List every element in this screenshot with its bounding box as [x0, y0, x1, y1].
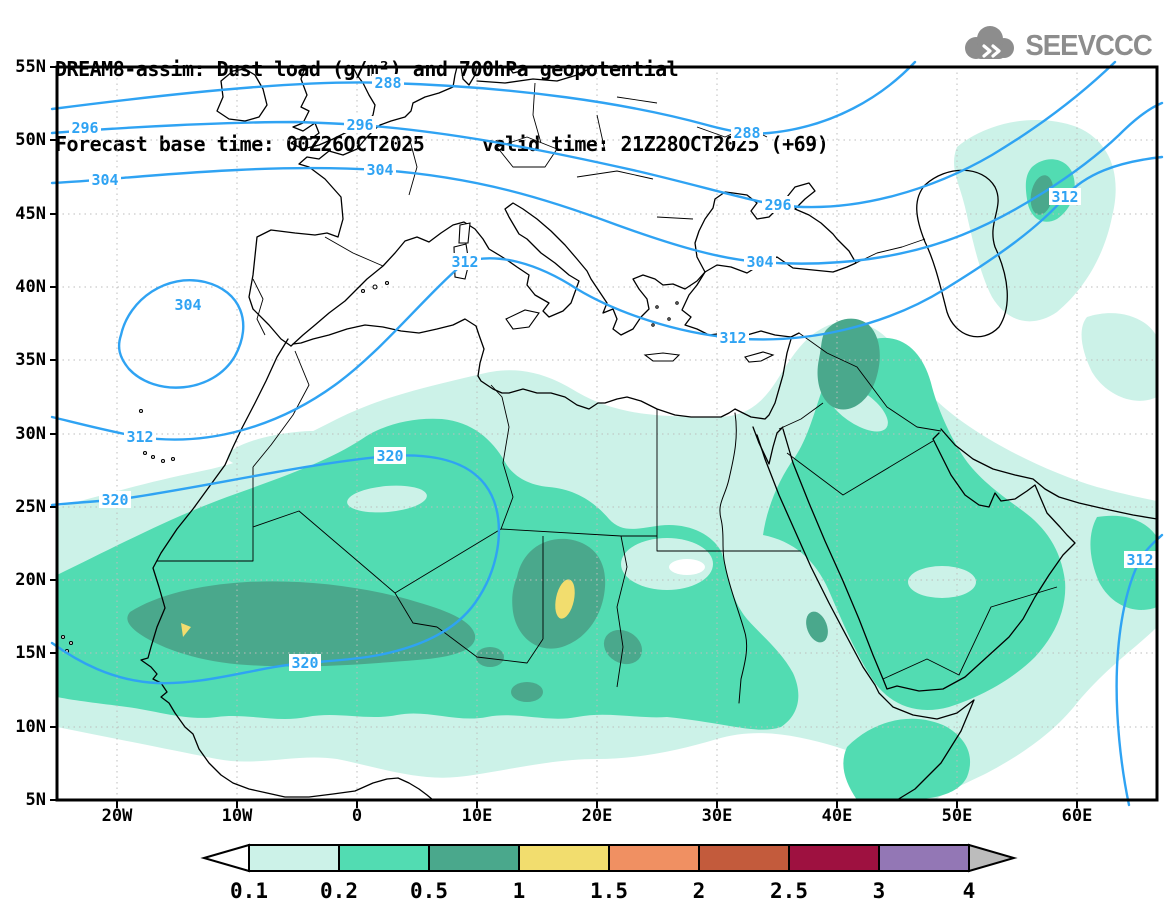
dust-region-0p5-niger [511, 682, 543, 702]
colorbar-segment-5 [608, 844, 700, 872]
lat-label-50n: 50N [15, 130, 46, 150]
geopotential-contours [50, 60, 1164, 807]
contour-304 [50, 101, 1164, 265]
dust-region-0p1-turkmen [1081, 313, 1157, 401]
cloud-logo-icon [960, 24, 1018, 68]
contour-296 [50, 60, 1117, 209]
colorbar-tick: 0.5 [410, 879, 448, 903]
contour-label: 312 [1126, 551, 1153, 569]
lon-label-50e: 50E [941, 806, 973, 826]
colorbar-tick: 1 [513, 879, 526, 903]
lat-label-55n: 55N [15, 57, 46, 77]
dust-region-0p2-arabia [763, 337, 1066, 710]
colorbar-tick: 0.2 [320, 879, 358, 903]
lat-label-20n: 20N [15, 570, 46, 590]
colorbar-segment-7 [788, 844, 880, 872]
colorbar-overflow-arrow [968, 843, 1018, 873]
contour-label: 320 [376, 447, 403, 465]
dust-light-patch-1 [227, 430, 351, 468]
colorbar-tick: 3 [873, 879, 886, 903]
title-line-2: Forecast base time: 00Z26OCT2025 valid t… [55, 132, 829, 156]
dust-region-0p5-syria [817, 318, 880, 410]
page-title: DREAM8-assim: Dust load (g/m²) and 700hP… [55, 7, 829, 207]
dust-light-patch-2 [347, 485, 427, 513]
lon-label-10w: 10W [221, 806, 253, 826]
lat-label-25n: 25N [15, 497, 46, 517]
contour-304-closed-low [117, 279, 245, 389]
coastlines [60, 66, 1158, 801]
colorbar-segment-3 [428, 844, 520, 872]
contour-label: 312 [451, 253, 478, 271]
contour-label: 304 [366, 161, 393, 179]
dust-clear-patch [669, 559, 705, 575]
dust-region-0p5-redsea [806, 611, 828, 643]
country-borders [157, 82, 1058, 688]
seevccc-logo: SEEVCCC [960, 24, 1155, 68]
colorbar-tick: 1.5 [590, 879, 628, 903]
colorbar-tick: 0.1 [230, 879, 268, 903]
map-canvas: 296 304 288 296 304 304 312 320 312 320 … [50, 60, 1164, 808]
contour-label: 304 [746, 253, 773, 271]
contour-312 [50, 155, 1164, 441]
dust-region-0p5-sahel-band [127, 581, 476, 667]
lat-label-30n: 30N [15, 424, 46, 444]
contour-label: 288 [733, 124, 760, 142]
dust-region-0p1-caspian [954, 119, 1116, 322]
contour-label: 304 [91, 171, 118, 189]
colorbar-segment-4 [518, 844, 610, 872]
contour-label: 312 [126, 428, 153, 446]
lon-label-30e: 30E [701, 806, 733, 826]
colorbar-segment-2 [338, 844, 430, 872]
lat-label-40n: 40N [15, 277, 46, 297]
colorbar-tick: 2 [693, 879, 706, 903]
contour-label: 296 [71, 119, 98, 137]
colorbar-tick: 2.5 [770, 879, 808, 903]
contour-label: 296 [346, 116, 373, 134]
colorbar-tick: 4 [963, 879, 976, 903]
contour-label: 320 [101, 491, 128, 509]
contour-label: 288 [374, 74, 401, 92]
contour-labels: 296 304 288 296 304 304 312 320 312 320 … [69, 74, 1156, 672]
logo-text: SEEVCCC [1025, 29, 1152, 62]
dust-region-0p5-sudan-2 [476, 647, 504, 667]
contour-320 [50, 454, 500, 685]
contour-288 [50, 60, 917, 135]
dust-region-0p5-caspian [1030, 175, 1054, 215]
lon-label-10e: 10E [461, 806, 493, 826]
dust-region-0p2-horn [843, 718, 971, 800]
lat-label-35n: 35N [15, 350, 46, 370]
lon-label-20e: 20E [581, 806, 613, 826]
colorbar-segment-1 [248, 844, 340, 872]
lon-label-0: 0 [351, 806, 363, 826]
colorbar: 0.1 0.2 0.5 1 1.5 2 2.5 3 4 [200, 843, 1018, 903]
lat-label-5n: 5N [25, 790, 46, 810]
contour-label: 312 [719, 329, 746, 347]
lat-label-10n: 10N [15, 717, 46, 737]
contour-label: 296 [764, 196, 791, 214]
lat-label-15n: 15N [15, 643, 46, 663]
dust-region-0p2-east-edge [1090, 515, 1157, 610]
lon-label-60e: 60E [1061, 806, 1093, 826]
dust-light-patch-4 [908, 566, 976, 598]
dust-region-1-senegal [181, 623, 191, 637]
colorbar-segment-6 [698, 844, 790, 872]
contour-label: 320 [291, 654, 318, 672]
colorbar-segment-8 [878, 844, 970, 872]
dust-region-1-chad [555, 579, 575, 619]
map-frame [55, 65, 1159, 802]
lon-label-40e: 40E [821, 806, 853, 826]
contour-label: 312 [1051, 188, 1078, 206]
colorbar-underflow-arrow [200, 843, 250, 873]
title-line-1: DREAM8-assim: Dust load (g/m²) and 700hP… [55, 57, 679, 81]
lat-label-45n: 45N [15, 204, 46, 224]
contour-label: 304 [174, 296, 201, 314]
lon-label-20w: 20W [101, 806, 133, 826]
